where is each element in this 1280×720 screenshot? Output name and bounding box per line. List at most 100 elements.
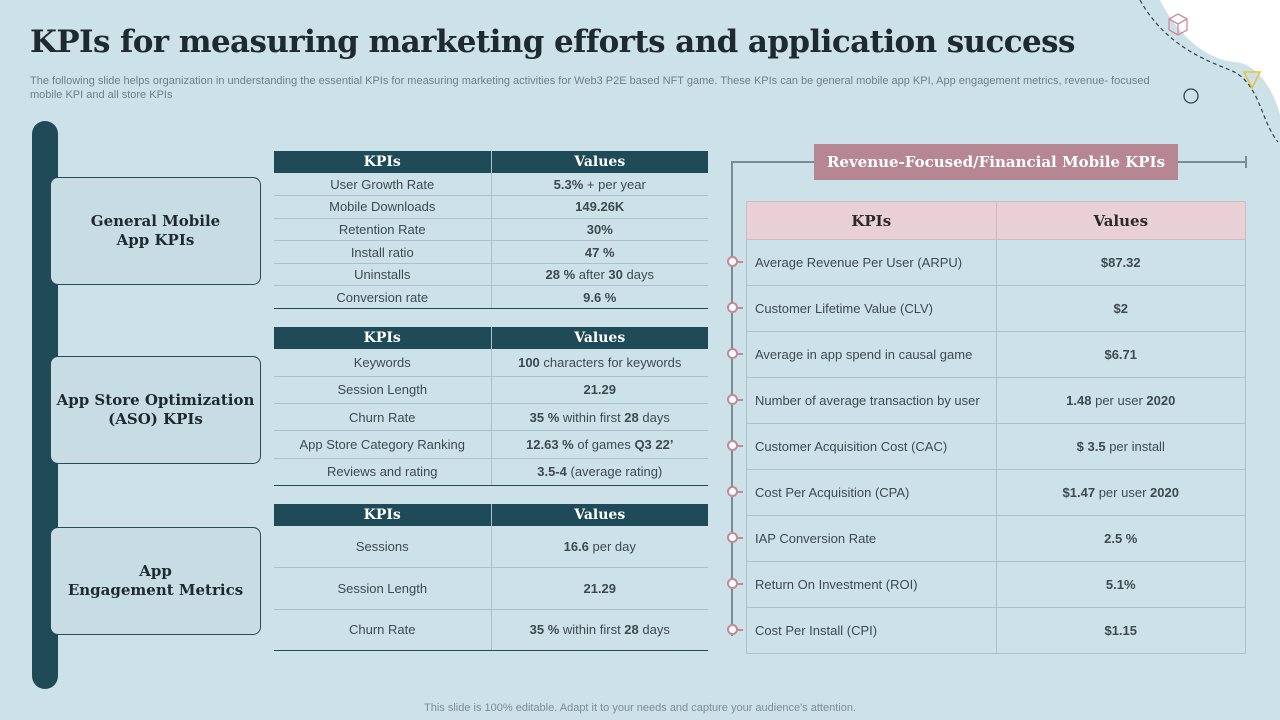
table-row: Session Length 21.29 [274, 567, 708, 610]
corner-decoration [1139, 0, 1280, 143]
kpi-cell: Churn Rate [274, 403, 492, 432]
table-row: Reviews and rating 3.5-4 (average rating) [274, 458, 708, 486]
row-bullet-icon [727, 256, 743, 267]
kpi-cell: Cost Per Install (CPI) [746, 607, 997, 654]
kpi-cell: Reviews and rating [274, 458, 492, 486]
value-cell: 9.6 % [491, 285, 708, 310]
kpi-cell: Average in app spend in causal game [746, 331, 997, 378]
kpi-cell: Customer Acquisition Cost (CAC) [746, 423, 997, 470]
value-cell: 149.26K [491, 195, 708, 219]
table-row: App Store Category Ranking 12.63 % of gam… [274, 430, 708, 459]
kpi-cell: Cost Per Acquisition (CPA) [746, 469, 997, 516]
value-cell: 12.63 % of games Q3 22’ [491, 430, 708, 459]
table-row: Mobile Downloads 149.26K [274, 195, 708, 219]
category-aso: App Store Optimization (ASO) KPIs [50, 356, 261, 464]
col-values: Values [491, 327, 708, 349]
category-engagement: App Engagement Metrics [50, 527, 261, 635]
kpi-cell: Mobile Downloads [274, 195, 492, 219]
value-cell: $87.32 [995, 239, 1246, 286]
table-row: Cost Per Acquisition (CPA) $1.47 per user… [746, 469, 1246, 516]
row-bullet-icon [727, 624, 743, 635]
value-cell: 35 % within first 28 days [491, 609, 708, 651]
value-cell: 21.29 [491, 567, 708, 610]
revenue-line-tick [1245, 156, 1247, 168]
col-values: Values [491, 151, 708, 173]
cube-icon [1168, 13, 1188, 36]
row-bullet-icon [727, 394, 743, 405]
value-cell: 1.48 per user 2020 [995, 377, 1246, 424]
aso-kpi-table: KPIs Values Keywords 100 characters for k… [274, 327, 708, 486]
kpi-cell: Session Length [274, 376, 492, 405]
col-kpis: KPIs [274, 327, 492, 349]
engagement-kpi-table: KPIs Values Sessions 16.6 per day Session … [274, 504, 708, 651]
table-row: Churn Rate 35 % within first 28 days [274, 403, 708, 432]
value-cell: 21.29 [491, 376, 708, 405]
row-bullet-icon [727, 532, 743, 543]
col-kpis: KPIs [274, 504, 492, 526]
kpi-cell: User Growth Rate [274, 173, 492, 197]
value-cell: 35 % within first 28 days [491, 403, 708, 432]
table-row: Conversion rate 9.6 % [274, 285, 708, 310]
col-kpis: KPIs [746, 201, 997, 240]
value-cell: 3.5-4 (average rating) [491, 458, 708, 486]
value-cell: $ 3.5 per install [995, 423, 1246, 470]
value-cell: 2.5 % [995, 515, 1246, 562]
kpi-cell: App Store Category Ranking [274, 430, 492, 459]
kpi-cell: Install ratio [274, 240, 492, 264]
revenue-header: Revenue-Focused/Financial Mobile KPIs [814, 144, 1178, 180]
row-bullet-icon [727, 486, 743, 497]
col-kpis: KPIs [274, 151, 492, 173]
table-row: Customer Acquisition Cost (CAC) $ 3.5 per… [746, 423, 1246, 470]
value-cell: $6.71 [995, 331, 1246, 378]
value-cell: $2 [995, 285, 1246, 332]
kpi-cell: Customer Lifetime Value (CLV) [746, 285, 997, 332]
row-bullet-icon [727, 302, 743, 313]
triangle-icon [1242, 71, 1262, 90]
row-bullet-icon [727, 578, 743, 589]
kpi-cell: Keywords [274, 349, 492, 377]
kpi-cell: Churn Rate [274, 609, 492, 651]
col-values: Values [995, 201, 1246, 240]
row-bullet-icon [727, 348, 743, 359]
kpi-cell: Number of average transaction by user [746, 377, 997, 424]
kpi-cell: Average Revenue Per User (ARPU) [746, 239, 997, 286]
value-cell: 28 % after 30 days [491, 263, 708, 287]
table-row: Number of average transaction by user 1.4… [746, 377, 1246, 424]
table-row: IAP Conversion Rate 2.5 % [746, 515, 1246, 562]
table-row: Retention Rate 30% [274, 218, 708, 242]
circle-icon [1183, 88, 1199, 104]
kpi-cell: Return On Investment (ROI) [746, 561, 997, 608]
table-row: User Growth Rate 5.3% + per year [274, 173, 708, 197]
value-cell: 5.3% + per year [491, 173, 708, 197]
page-title: KPIs for measuring marketing efforts and… [30, 24, 1075, 60]
table-row: Uninstalls 28 % after 30 days [274, 263, 708, 287]
value-cell: 30% [491, 218, 708, 242]
table-row: Install ratio 47 % [274, 240, 708, 264]
kpi-cell: Conversion rate [274, 285, 492, 310]
kpi-cell: Sessions [274, 526, 492, 568]
kpi-cell: Session Length [274, 567, 492, 610]
table-row: Average Revenue Per User (ARPU) $87.32 [746, 239, 1246, 286]
revenue-kpi-table: KPIs Values Average Revenue Per User (AR… [746, 201, 1246, 654]
table-row: Customer Lifetime Value (CLV) $2 [746, 285, 1246, 332]
value-cell: 5.1% [995, 561, 1246, 608]
value-cell: 47 % [491, 240, 708, 264]
table-row: Keywords 100 characters for keywords [274, 349, 708, 377]
table-row: Session Length 21.29 [274, 376, 708, 405]
col-values: Values [491, 504, 708, 526]
kpi-cell: Retention Rate [274, 218, 492, 242]
value-cell: 16.6 per day [491, 526, 708, 568]
footer-note: This slide is 100% editable. Adapt it to… [424, 702, 856, 714]
value-cell: $1.47 per user 2020 [995, 469, 1246, 516]
table-row: Average in app spend in causal game $6.71 [746, 331, 1246, 378]
category-general-mobile: General Mobile App KPIs [50, 177, 261, 285]
row-bullet-icon [727, 440, 743, 451]
general-kpi-table: KPIs Values User Growth Rate 5.3% + per y… [274, 151, 708, 310]
page-subtitle: The following slide helps organization i… [30, 75, 1150, 101]
kpi-cell: IAP Conversion Rate [746, 515, 997, 562]
table-row: Churn Rate 35 % within first 28 days [274, 609, 708, 651]
kpi-cell: Uninstalls [274, 263, 492, 287]
value-cell: 100 characters for keywords [491, 349, 708, 377]
table-row: Sessions 16.6 per day [274, 526, 708, 568]
value-cell: $1.15 [995, 607, 1246, 654]
